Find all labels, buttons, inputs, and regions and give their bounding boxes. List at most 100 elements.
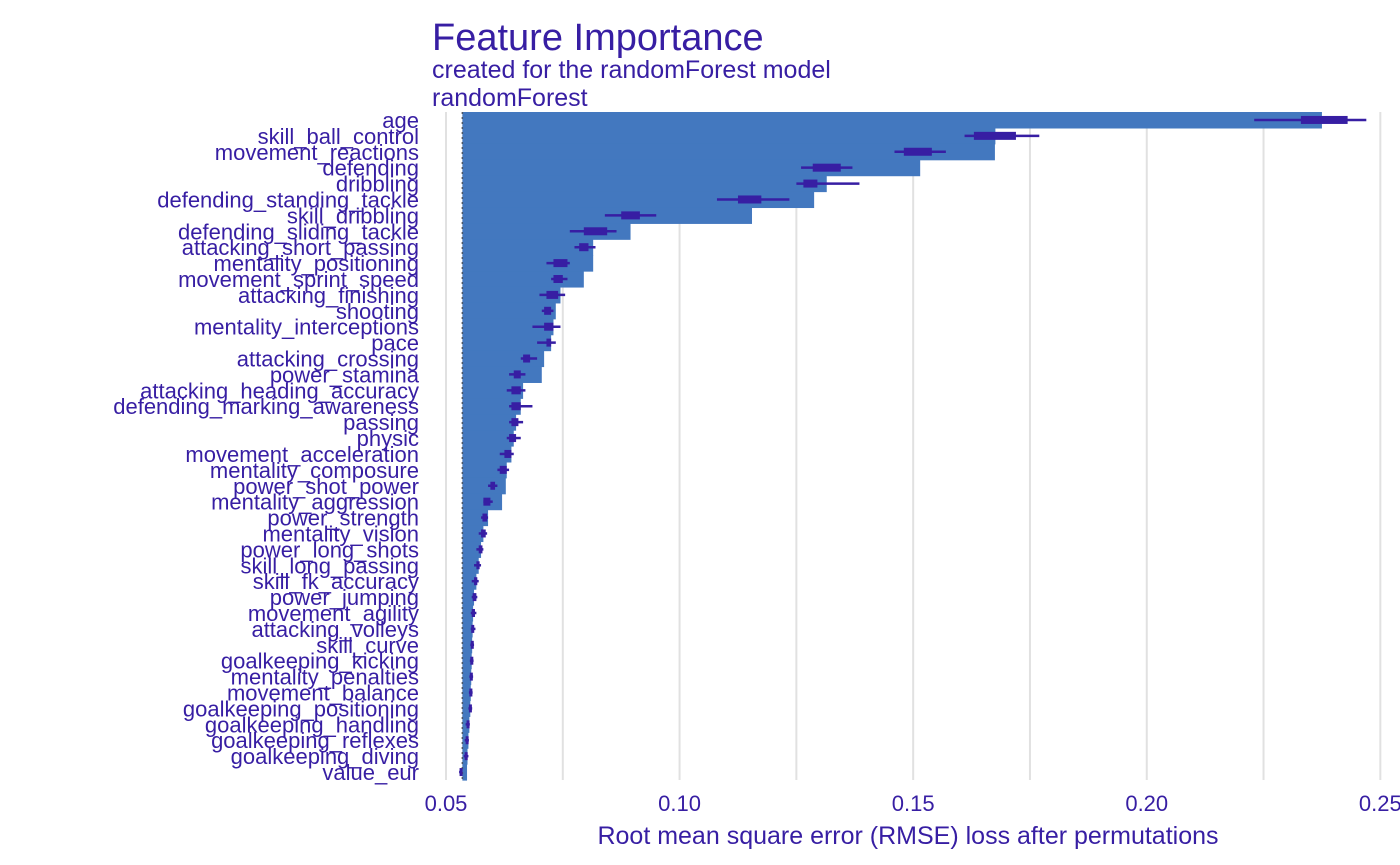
box-physic xyxy=(509,434,517,443)
box-goalkeeping_handling xyxy=(466,720,470,729)
box-movement_sprint_speed xyxy=(553,275,563,283)
bar-physic xyxy=(462,430,514,447)
bar-skill_curve xyxy=(462,636,473,654)
bar-defending_standing_tackle xyxy=(462,191,815,209)
chart-title: Feature Importance xyxy=(432,17,764,59)
y-label-attacking_heading_accuracy: attacking_heading_accuracy xyxy=(140,378,419,403)
y-label-mentality_composure: mentality_composure xyxy=(210,458,419,483)
box-value_eur xyxy=(459,768,463,777)
y-label-skill_fk_accuracy: skill_fk_accuracy xyxy=(253,569,419,594)
y-label-mentality_interceptions: mentality_interceptions xyxy=(194,315,419,340)
box-goalkeeping_kicking xyxy=(470,656,474,665)
box-mentality_aggression xyxy=(483,497,491,506)
box-mentality_penalties xyxy=(469,672,473,681)
y-label-mentality_aggression: mentality_aggression xyxy=(211,490,419,515)
box-dribbling xyxy=(803,179,818,188)
bar-shooting xyxy=(462,302,556,320)
box-movement_reactions xyxy=(903,147,932,156)
bar-attacking_volleys xyxy=(462,620,473,638)
box-attacking_short_passing xyxy=(579,243,589,252)
bar-passing xyxy=(462,414,517,431)
box-passing xyxy=(511,418,519,427)
box-age xyxy=(1300,115,1348,124)
y-label-physic: physic xyxy=(357,426,419,451)
y-label-pace: pace xyxy=(371,331,419,356)
box-attacking_finishing xyxy=(546,290,559,299)
y-label-skill_ball_control: skill_ball_control xyxy=(258,124,419,149)
y-label-attacking_volleys: attacking_volleys xyxy=(251,617,419,642)
x-tick-label: 0.10 xyxy=(658,791,701,816)
boxplot-group xyxy=(459,115,1367,777)
box-skill_long_passing xyxy=(476,561,480,570)
y-label-skill_long_passing: skill_long_passing xyxy=(240,553,419,578)
bar-power_stamina xyxy=(462,366,542,383)
bar-age xyxy=(462,112,1322,129)
box-power_shot_power xyxy=(490,481,496,490)
bar-value_eur xyxy=(462,764,468,781)
box-skill_fk_accuracy xyxy=(474,577,478,586)
bar-power_jumping xyxy=(462,589,475,606)
bar-power_shot_power xyxy=(462,477,506,495)
box-defending xyxy=(812,163,841,172)
box-shooting xyxy=(544,306,552,315)
y-label-power_jumping: power_jumping xyxy=(270,585,419,610)
box-mentality_composure xyxy=(499,465,507,474)
box-mentality_vision xyxy=(481,529,486,538)
y-label-age: age xyxy=(382,108,419,133)
y-axis-labels: ageskill_ball_controlmovement_reactionsd… xyxy=(113,108,420,785)
y-label-passing: passing xyxy=(343,410,419,435)
bar-group xyxy=(462,112,1322,781)
x-tick-label: 0.15 xyxy=(892,791,935,816)
box-skill_ball_control xyxy=(973,131,1016,140)
y-label-goalkeeping_diving: goalkeeping_diving xyxy=(231,744,419,769)
bar-mentality_aggression xyxy=(462,493,503,511)
box-skill_dribbling xyxy=(621,211,640,220)
box-defending_marking_awareness xyxy=(511,402,521,411)
bar-defending xyxy=(462,159,921,177)
y-label-goalkeeping_handling: goalkeeping_handling xyxy=(205,712,419,737)
y-label-defending_marking_awareness: defending_marking_awareness xyxy=(113,394,419,419)
y-label-dribbling: dribbling xyxy=(336,172,419,197)
box-defending_sliding_tackle xyxy=(583,227,608,236)
y-label-power_shot_power: power_shot_power xyxy=(233,474,419,499)
y-label-movement_agility: movement_agility xyxy=(248,601,419,626)
y-label-movement_balance: movement_balance xyxy=(227,681,419,706)
y-label-skill_curve: skill_curve xyxy=(316,633,419,658)
y-label-defending_standing_tackle: defending_standing_tackle xyxy=(157,187,419,212)
bar-goalkeeping_positioning xyxy=(462,700,471,717)
y-label-movement_acceleration: movement_acceleration xyxy=(185,442,419,467)
box-skill_curve xyxy=(470,640,474,649)
y-label-power_strength: power_strength xyxy=(267,506,419,531)
bar-movement_acceleration xyxy=(462,446,512,463)
box-goalkeeping_diving xyxy=(464,752,468,761)
box-power_jumping xyxy=(472,593,477,602)
bar-dribbling xyxy=(462,175,827,193)
box-goalkeeping_positioning xyxy=(468,704,472,713)
y-label-power_long_shots: power_long_shots xyxy=(240,537,419,562)
box-power_stamina xyxy=(513,370,521,379)
bar-attacking_short_passing xyxy=(462,239,594,256)
bar-skill_long_passing xyxy=(462,557,479,574)
x-tick-label: 0.20 xyxy=(1125,791,1168,816)
box-movement_acceleration xyxy=(504,449,512,458)
box-mentality_interceptions xyxy=(544,322,554,331)
y-label-attacking_crossing: attacking_crossing xyxy=(237,347,419,372)
bar-movement_agility xyxy=(462,605,474,622)
box-mentality_positioning xyxy=(553,259,568,268)
y-label-value_eur: value_eur xyxy=(322,760,419,785)
bar-mentality_vision xyxy=(462,525,484,543)
bar-mentality_composure xyxy=(462,461,507,479)
y-label-movement_reactions: movement_reactions xyxy=(215,140,419,165)
bar-power_long_shots xyxy=(462,541,482,558)
box-goalkeeping_reflexes xyxy=(465,736,469,745)
y-label-defending: defending xyxy=(322,156,419,181)
y-label-mentality_positioning: mentality_positioning xyxy=(214,251,419,276)
y-label-mentality_vision: mentality_vision xyxy=(262,521,419,546)
bar-mentality_interceptions xyxy=(462,318,554,336)
x-axis-title: Root mean square error (RMSE) loss after… xyxy=(597,822,1218,850)
box-power_strength xyxy=(482,513,488,522)
model-label: randomForest xyxy=(432,84,588,112)
bar-mentality_penalties xyxy=(462,668,472,686)
bar-movement_balance xyxy=(462,684,471,702)
